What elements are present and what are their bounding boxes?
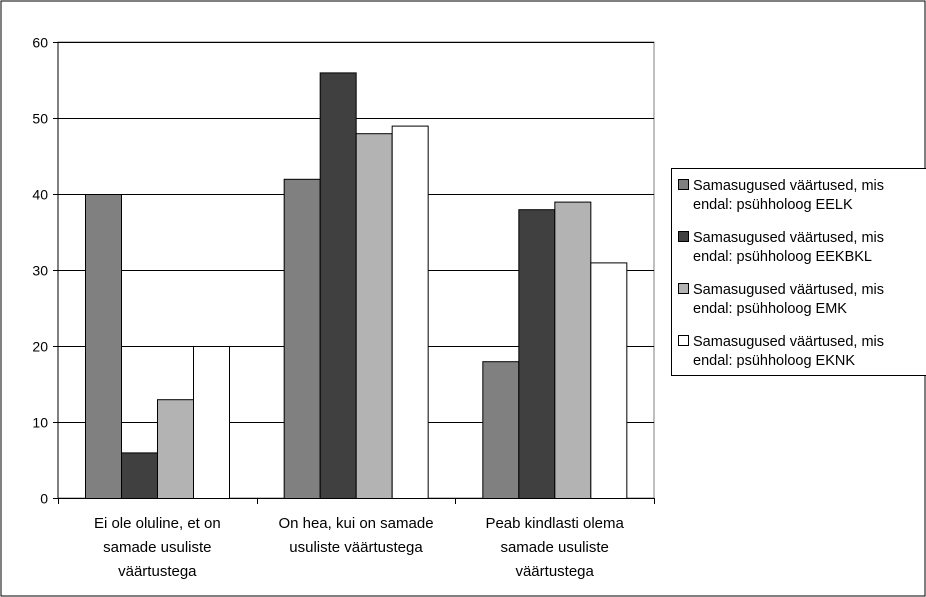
- x-category-label: Peab kindlasti olema samade usuliste väärt…: [485, 515, 624, 580]
- bar: [518, 209, 556, 499]
- bar: [391, 125, 429, 499]
- y-tick-label: 50: [32, 111, 48, 127]
- bar: [355, 133, 393, 499]
- x-category-label-line: väärtustega: [515, 563, 594, 580]
- x-category-label-line: On hea, kui on samade: [278, 515, 433, 532]
- bar: [590, 262, 628, 499]
- legend-label-line: Samasugused väärtused, mis: [693, 230, 884, 246]
- legend-swatch: [678, 179, 689, 190]
- bar: [193, 346, 230, 499]
- axes: 0 10 20 30 40 50 60 Ei ole oluline, et on samade…: [32, 35, 655, 580]
- legend-label-line: endal: psühholoog EELK: [693, 197, 853, 213]
- x-category-label-line: samade usuliste: [500, 539, 608, 556]
- legend-label-line: Samasugused väärtused, mis: [693, 334, 884, 350]
- legend-label: Samasugused väärtused, mis endal: psühhol…: [693, 334, 884, 369]
- bar: [283, 178, 321, 500]
- legend-label-line: endal: psühholoog EEKBKL: [693, 249, 872, 265]
- y-tick-label: 30: [32, 263, 48, 279]
- bar: [319, 72, 357, 500]
- y-tick-label: 0: [40, 491, 48, 507]
- legend-label: Samasugused väärtused, mis endal: psühhol…: [693, 282, 884, 317]
- legend-label-line: Samasugused väärtused, mis: [693, 178, 884, 194]
- y-tick-label: 60: [32, 35, 48, 51]
- x-category-label: On hea, kui on samade usuliste väärtusteg…: [278, 515, 433, 556]
- x-category-label-line: Ei ole oluline, et on: [94, 515, 221, 532]
- bar: [554, 201, 592, 499]
- x-category-label-line: väärtustega: [118, 563, 197, 580]
- legend-swatch: [678, 335, 689, 346]
- x-category-label-line: samade usuliste: [103, 539, 211, 556]
- bar: [85, 194, 122, 499]
- legend-box: [671, 168, 926, 376]
- x-category-label-line: usuliste väärtustega: [289, 539, 423, 556]
- y-tick-label: 40: [32, 187, 48, 203]
- legend-label: Samasugused väärtused, mis endal: psühhol…: [693, 230, 884, 265]
- legend-swatch: [678, 283, 689, 294]
- y-tick-label: 20: [32, 339, 48, 355]
- bar: [157, 399, 194, 500]
- legend-label-line: endal: psühholoog EMK: [693, 301, 847, 317]
- bar: [121, 452, 158, 499]
- bar: [482, 361, 520, 500]
- legend-swatch: [678, 231, 689, 242]
- legend-label-line: endal: psühholoog EKNK: [693, 353, 855, 369]
- legend-label: Samasugused väärtused, mis endal: psühhol…: [693, 178, 884, 213]
- y-tick-label: 10: [32, 415, 48, 431]
- x-category-label: Ei ole oluline, et on samade usuliste väär…: [94, 515, 221, 580]
- bars: [85, 72, 628, 500]
- x-category-label-line: Peab kindlasti olema: [485, 515, 624, 532]
- legend: Samasugused väärtused, mis endal: psühhol…: [671, 168, 926, 376]
- legend-label-line: Samasugused väärtused, mis: [693, 282, 884, 298]
